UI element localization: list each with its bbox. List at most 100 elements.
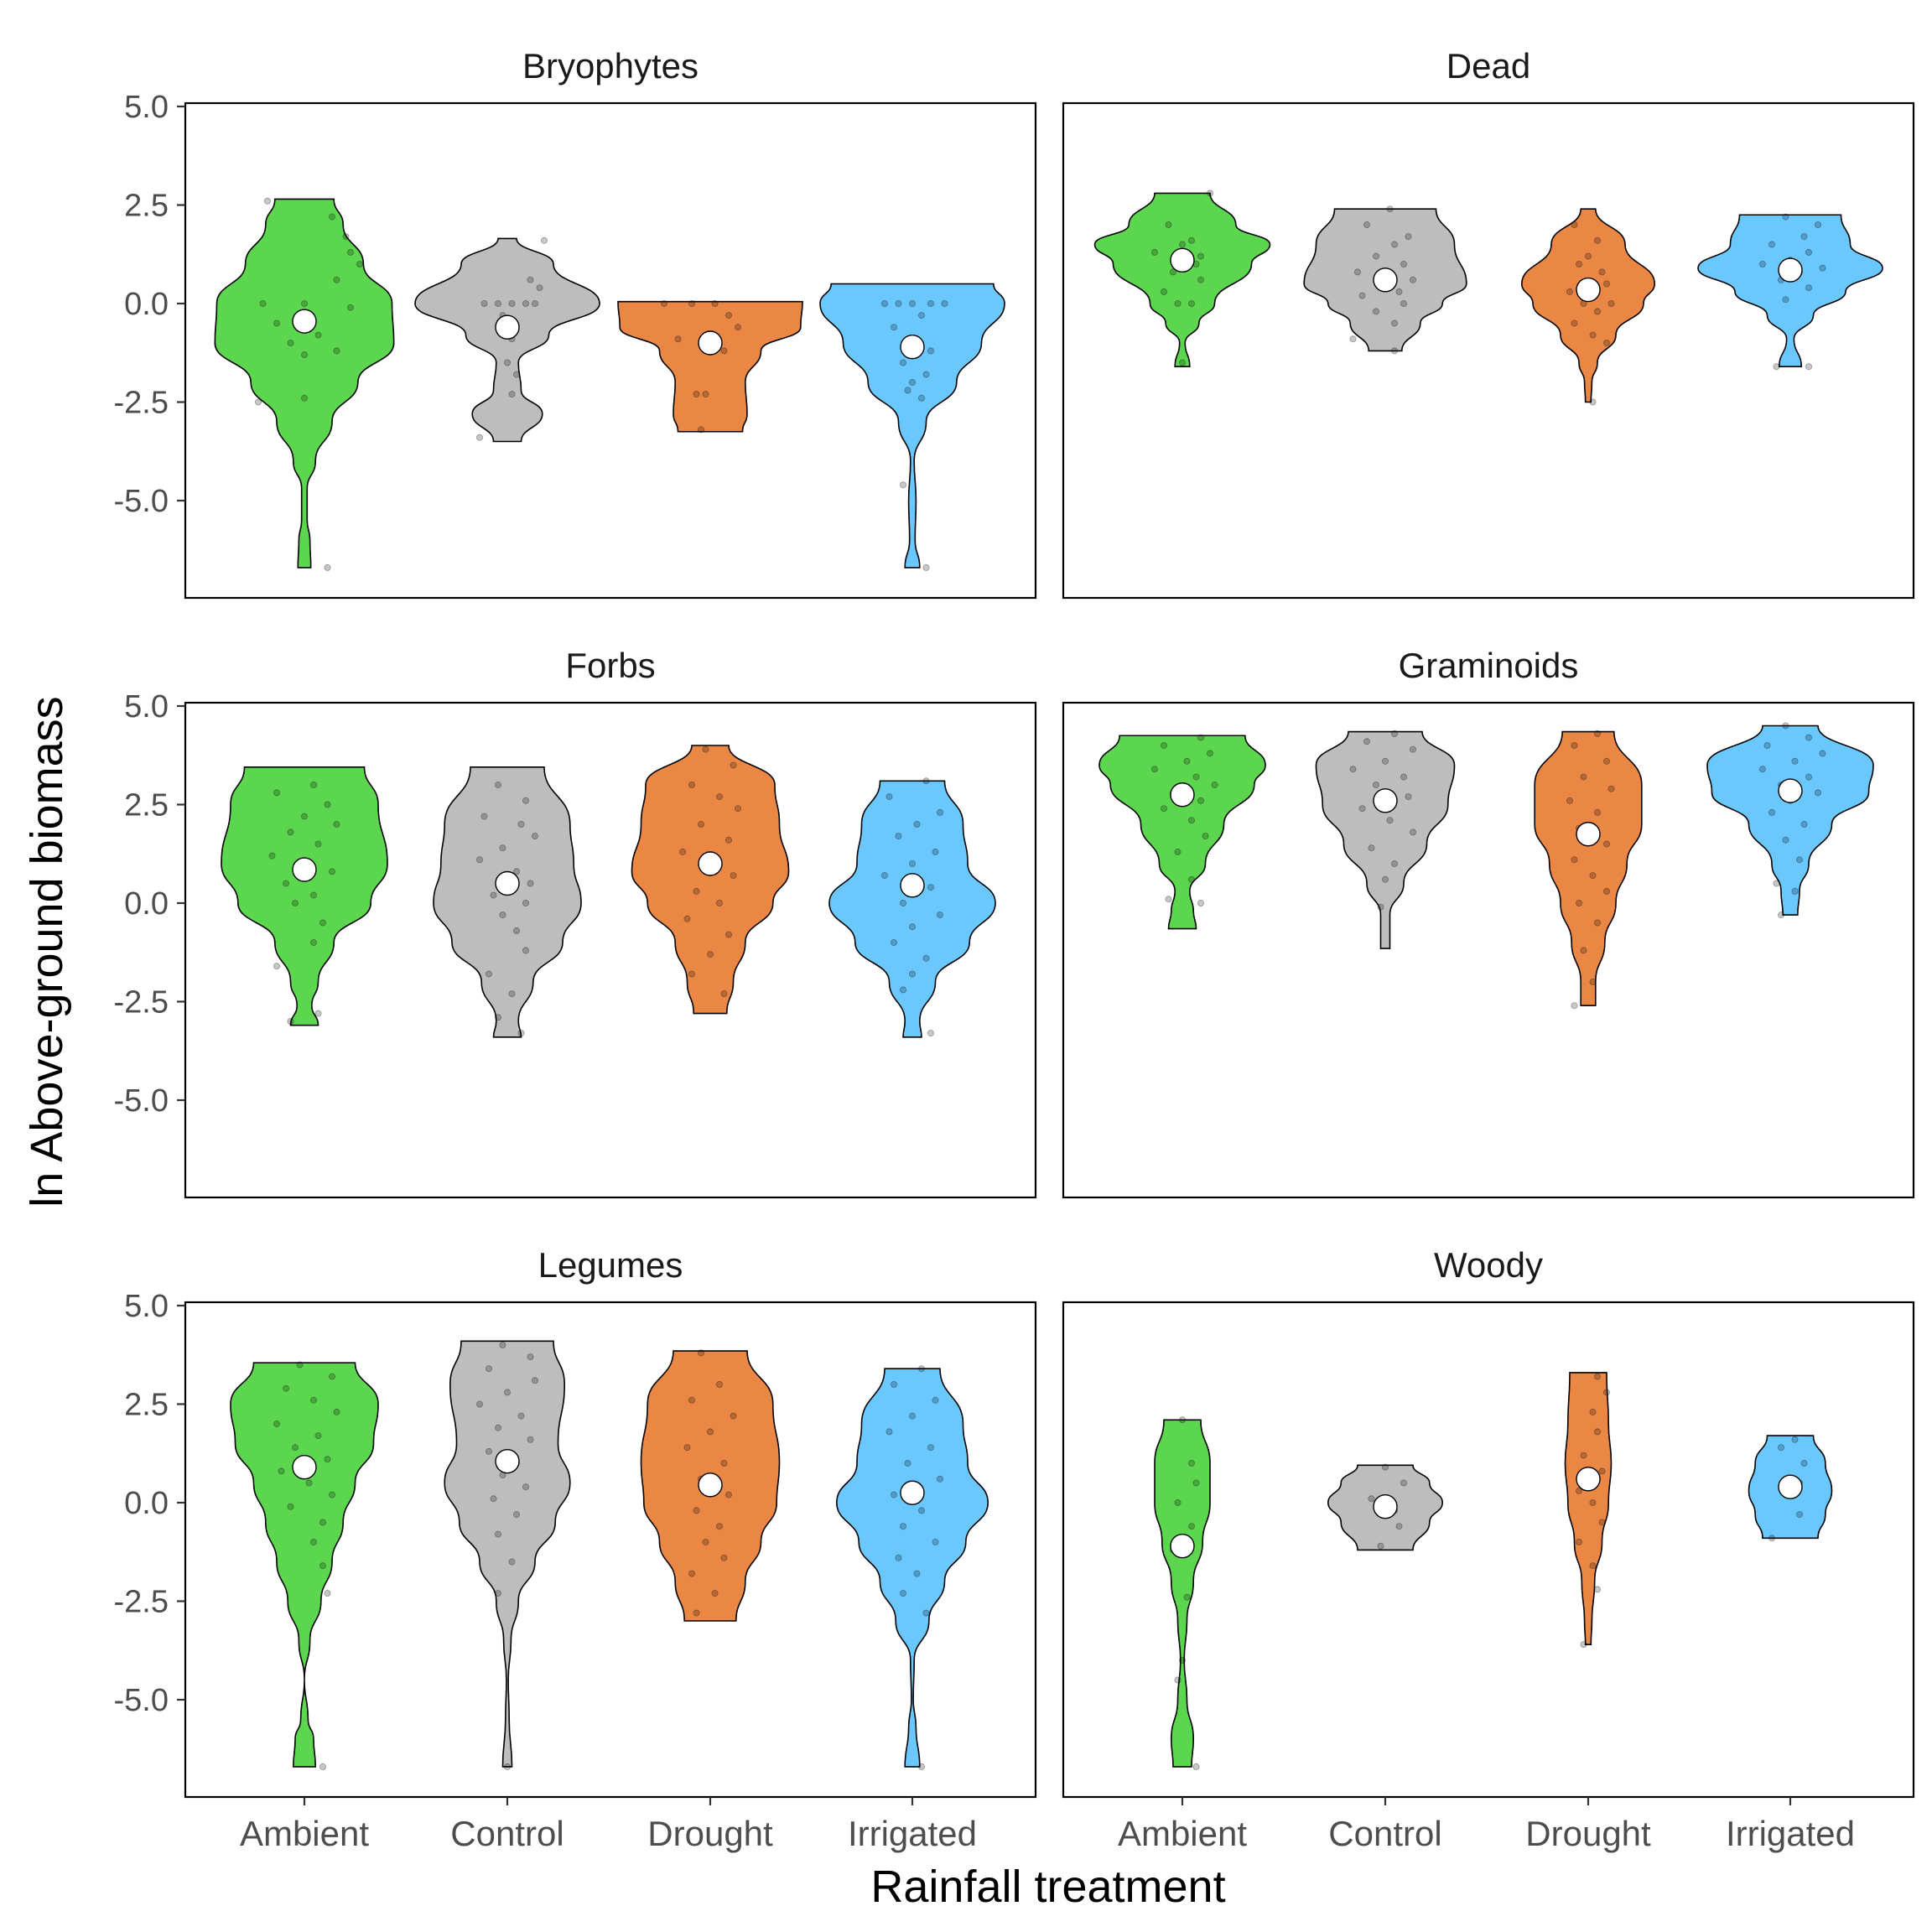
- panel-title-forbs: Forbs: [565, 646, 655, 685]
- y-axis-title: ln Above-ground biomass: [22, 696, 72, 1207]
- data-point: [1368, 844, 1375, 852]
- data-point: [1589, 398, 1597, 406]
- data-point: [707, 951, 714, 958]
- x-tick-label: Ambient: [1118, 1814, 1247, 1853]
- data-point: [1358, 805, 1366, 813]
- data-point: [918, 312, 926, 319]
- data-point: [508, 990, 516, 998]
- panel-bryophytes: Bryophytes 5.0 2.5 0.0 -2.5 -5.0: [114, 46, 1037, 600]
- data-point: [922, 777, 930, 785]
- data-point: [254, 398, 262, 406]
- data-point: [1174, 1499, 1182, 1507]
- mean-marker-graminoids-irrigated: [1778, 778, 1803, 803]
- data-point: [522, 299, 530, 307]
- data-point: [918, 1365, 926, 1373]
- mean-marker-forbs-irrigated: [900, 873, 925, 898]
- data-point: [1161, 805, 1168, 813]
- data-point: [1161, 288, 1168, 295]
- data-point: [1805, 363, 1812, 371]
- data-point: [1197, 900, 1205, 907]
- data-point: [1197, 797, 1205, 804]
- data-point: [1782, 296, 1789, 304]
- data-point: [1188, 1523, 1196, 1530]
- data-point: [1800, 233, 1808, 241]
- data-point: [527, 1436, 534, 1443]
- data-point: [309, 1539, 317, 1546]
- data-point: [1580, 947, 1587, 954]
- data-point: [909, 299, 917, 307]
- mean-marker-bryophytes-control: [495, 314, 520, 340]
- data-point: [1400, 299, 1408, 307]
- data-point: [495, 1590, 502, 1597]
- data-point: [1386, 205, 1394, 213]
- y-tick-label: 0.0: [124, 886, 169, 922]
- data-point: [504, 1763, 512, 1770]
- x-tick-label: Drought: [1525, 1814, 1651, 1853]
- panel-legumes: Legumes 5.0 2.5 0.0 -2.5 -5.0 Ambient Control Dr…: [114, 1245, 1037, 1853]
- data-point: [314, 331, 322, 339]
- data-point: [674, 335, 682, 343]
- mean-marker-dead-control: [1373, 267, 1398, 293]
- data-point: [273, 789, 280, 797]
- y-tick-label: 5.0: [124, 689, 169, 724]
- panel-forbs: Forbs 5.0 2.5 0.0 -2.5 -5.0: [114, 646, 1037, 1199]
- violin-forbs-irrigated: [828, 780, 996, 1038]
- data-point: [1782, 836, 1789, 844]
- x-tick-label: Control: [450, 1814, 564, 1853]
- data-point: [1580, 1452, 1587, 1459]
- mean-marker-woody-drought: [1576, 1467, 1601, 1492]
- data-point: [1151, 766, 1159, 773]
- data-point: [1405, 793, 1412, 801]
- data-point: [693, 1507, 700, 1514]
- violin-forbs-ambient: [221, 766, 388, 1026]
- data-point: [324, 1590, 331, 1597]
- data-point: [1207, 190, 1214, 197]
- data-point: [1777, 1444, 1784, 1452]
- data-point: [881, 299, 889, 307]
- data-point: [1791, 887, 1799, 895]
- data-point: [536, 284, 543, 292]
- data-point: [932, 848, 939, 855]
- panels-layer: Bryophytes 5.0 2.5 0.0 -2.5 -5.0 Dead Forbs 5.0 2…: [114, 46, 1915, 1853]
- data-point: [319, 1763, 326, 1770]
- data-point: [1391, 347, 1399, 355]
- data-point: [1395, 1523, 1403, 1530]
- data-point: [1188, 817, 1196, 824]
- x-tick-label: Irrigated: [1726, 1814, 1855, 1853]
- data-point: [319, 919, 326, 927]
- panel-dead: Dead: [1062, 46, 1915, 600]
- data-point: [1400, 773, 1408, 781]
- data-point: [1202, 833, 1209, 840]
- mean-marker-bryophytes-irrigated: [900, 335, 925, 360]
- data-point: [1151, 248, 1159, 256]
- mean-marker-forbs-drought: [698, 851, 723, 876]
- data-point: [1598, 1467, 1606, 1475]
- data-point: [698, 821, 705, 828]
- data-point: [486, 970, 493, 978]
- data-point: [688, 1570, 696, 1577]
- data-point: [927, 1444, 935, 1452]
- data-point: [1594, 1428, 1602, 1436]
- data-point: [688, 970, 696, 978]
- data-point: [688, 1396, 696, 1404]
- y-tick-label: -5.0: [114, 1083, 169, 1119]
- mean-marker-dead-drought: [1576, 277, 1601, 303]
- data-point: [1768, 808, 1775, 816]
- x-tick-label: Control: [1328, 1814, 1441, 1853]
- data-point: [1192, 1763, 1200, 1770]
- data-point: [730, 872, 737, 880]
- data-point: [513, 927, 521, 934]
- mean-marker-woody-irrigated: [1778, 1474, 1803, 1499]
- data-point: [324, 1456, 331, 1463]
- data-point: [522, 900, 530, 907]
- data-point: [1363, 738, 1371, 745]
- violin-dead-drought: [1520, 208, 1656, 403]
- data-point: [291, 1444, 299, 1452]
- data-point: [1179, 241, 1187, 248]
- violin-graminoids-control: [1315, 730, 1456, 949]
- data-point: [1607, 299, 1615, 307]
- data-point: [513, 1511, 521, 1519]
- data-point: [1800, 1460, 1808, 1467]
- data-point: [486, 1365, 493, 1373]
- data-point: [513, 868, 521, 875]
